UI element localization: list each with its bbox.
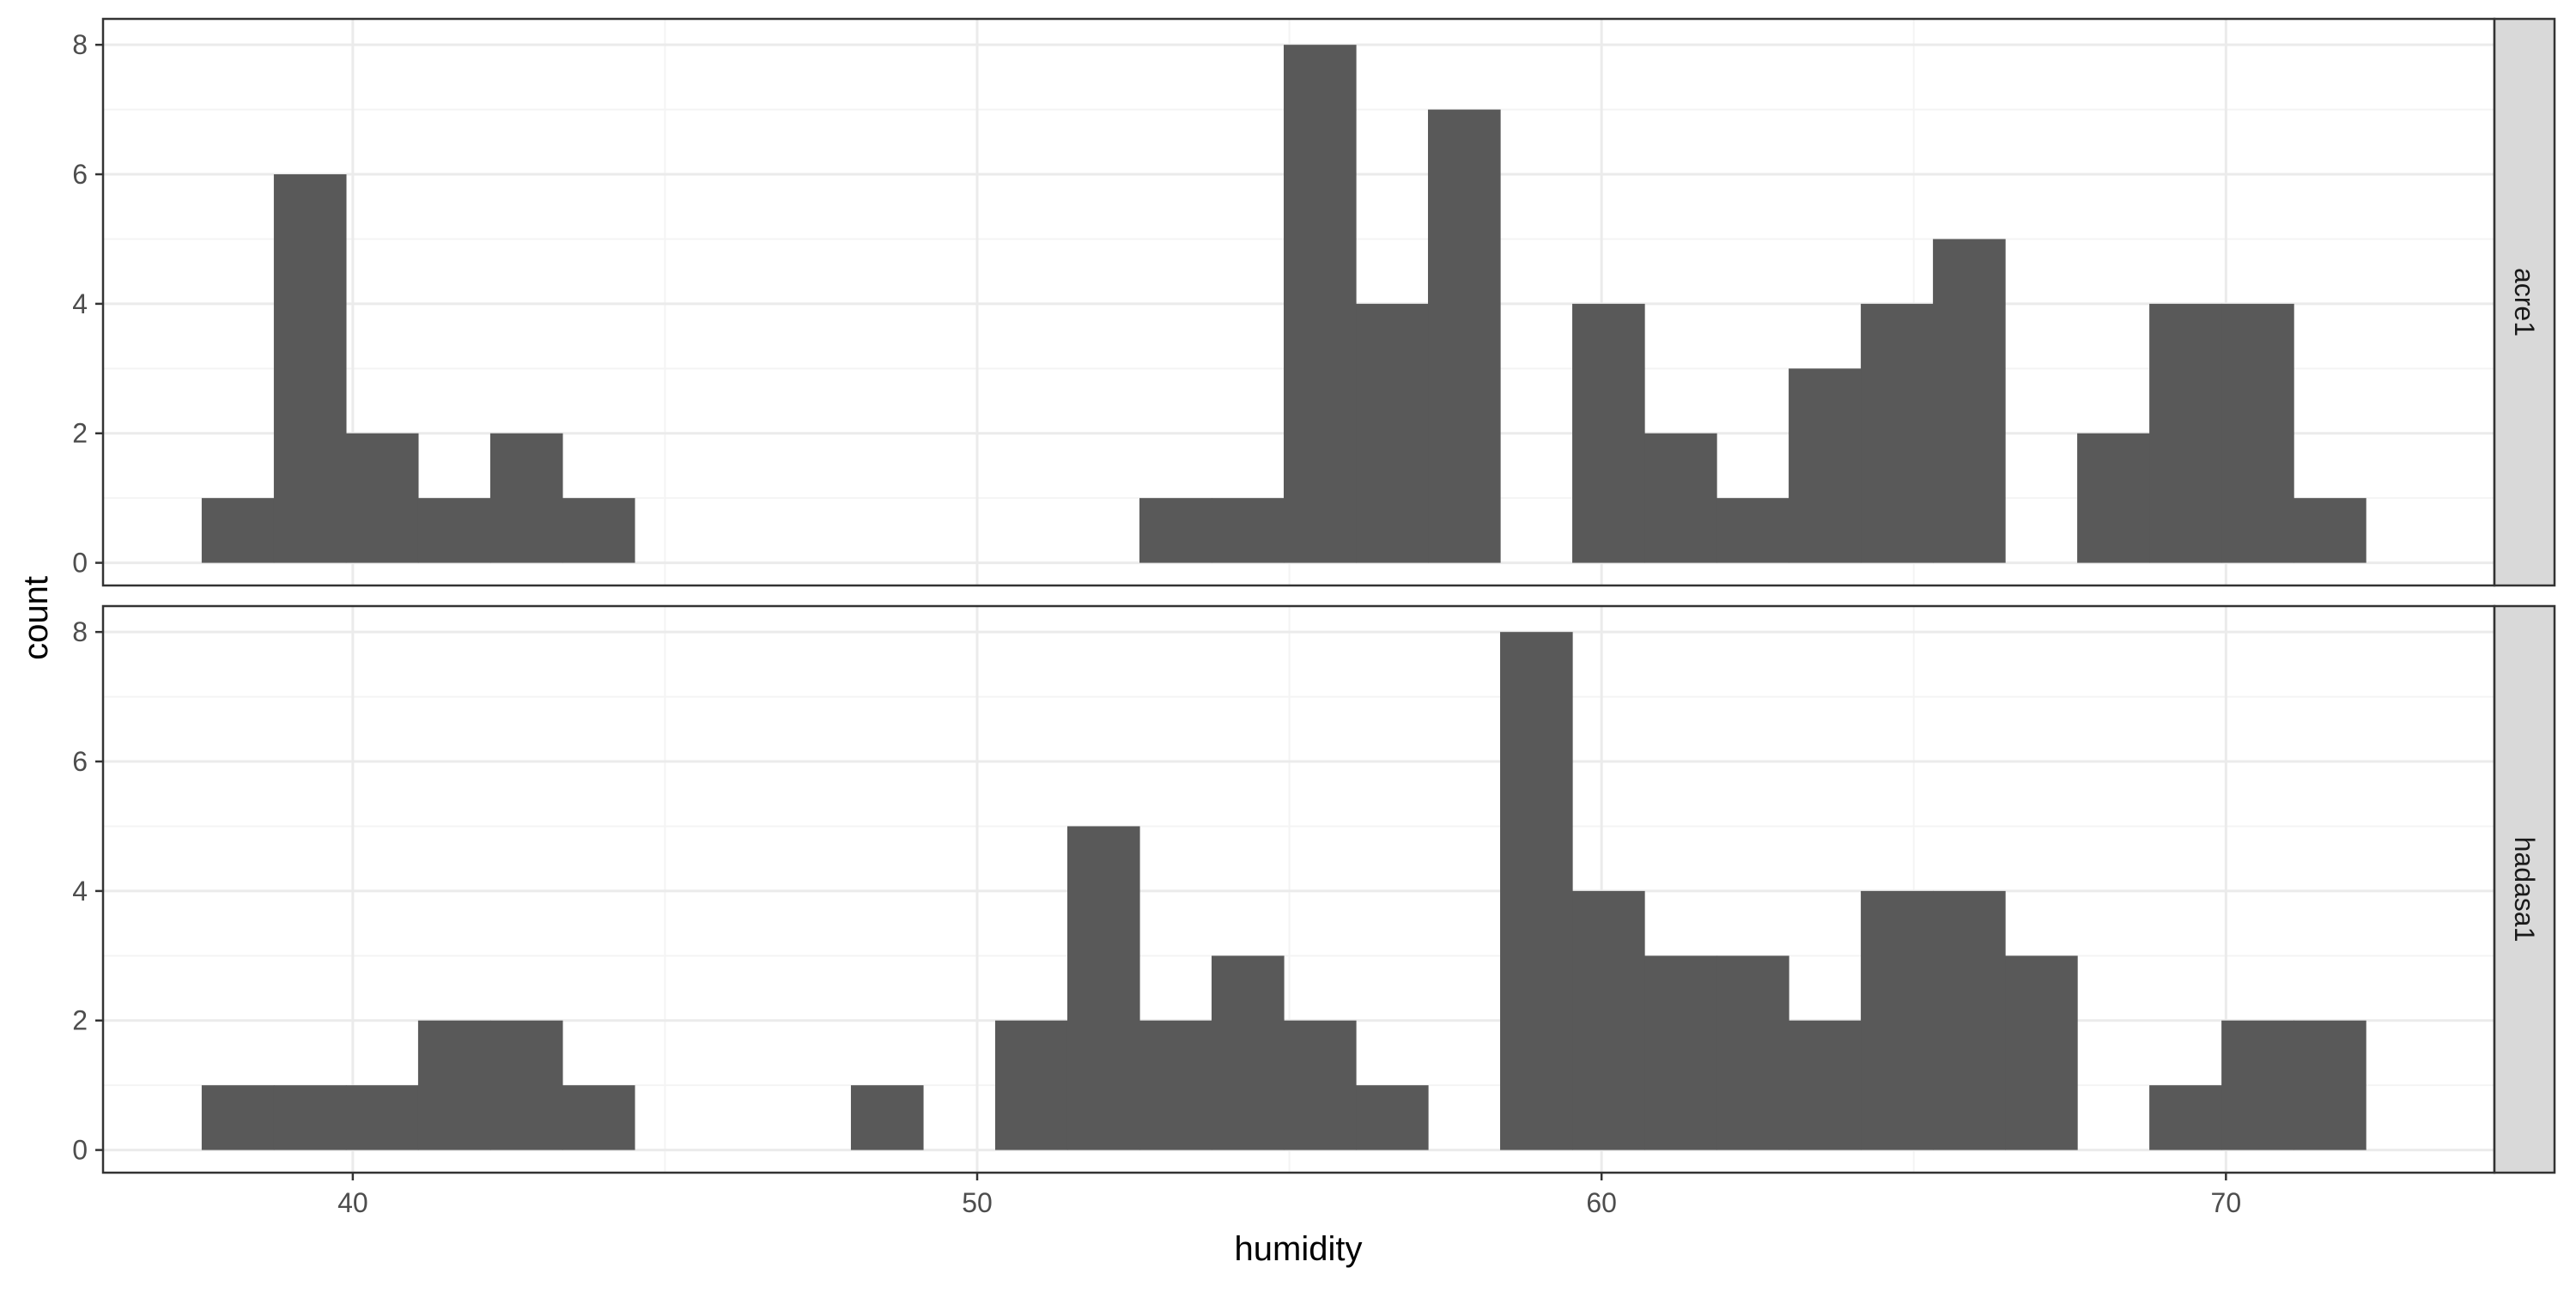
- histogram-bar: [417, 1020, 491, 1150]
- y-tick-label: 0: [72, 548, 88, 579]
- histogram-bar: [1139, 498, 1212, 563]
- y-tick-label: 6: [72, 159, 88, 190]
- histogram-bar: [1139, 1020, 1212, 1150]
- histogram-bar: [1716, 955, 1789, 1150]
- histogram-bar: [1861, 303, 1934, 563]
- histogram-bar: [1284, 45, 1357, 563]
- histogram-bar: [850, 1085, 924, 1150]
- histogram-bar: [489, 1020, 563, 1150]
- x-tick-label: 70: [2211, 1187, 2242, 1218]
- histogram-bar: [1644, 433, 1717, 563]
- histogram-bar: [2149, 1085, 2222, 1150]
- histogram-bar: [1644, 955, 1717, 1150]
- histogram-bar: [1789, 1020, 1862, 1150]
- facets-layer: 0 2 4 6 8 acre1 0 2 4 6 8 hadasa1 40 50 60 70: [72, 17, 2556, 1218]
- histogram-bar: [1861, 890, 1934, 1150]
- x-tick-label: 50: [962, 1187, 993, 1218]
- histogram-bar: [345, 433, 419, 563]
- y-tick-label: 6: [72, 746, 88, 777]
- x-axis-title: humidity: [1235, 1230, 1363, 1268]
- histogram-bar: [201, 1085, 275, 1150]
- x-tick-label: 40: [337, 1187, 368, 1218]
- histogram-bar: [2221, 303, 2294, 563]
- histogram-bar: [1716, 498, 1789, 563]
- facet-strip-label: hadasa1: [2509, 837, 2540, 943]
- y-tick-label: 2: [72, 1005, 88, 1036]
- histogram-bar: [1789, 368, 1862, 563]
- histogram-bar: [1212, 955, 1285, 1150]
- histogram-bar: [1212, 498, 1285, 563]
- y-tick-label: 8: [72, 616, 88, 647]
- histogram-bar: [1356, 1085, 1429, 1150]
- histogram-bar: [1572, 890, 1645, 1150]
- histogram-bar: [2149, 303, 2222, 563]
- facet-panel-hadasa1: 0 2 4 6 8 hadasa1 40 50 60 70: [72, 604, 2556, 1218]
- histogram-bar: [345, 1085, 419, 1150]
- histogram-bar: [1500, 632, 1573, 1150]
- y-tick-label: 0: [72, 1135, 88, 1166]
- histogram-bar: [2293, 498, 2366, 563]
- histogram-bar: [273, 1085, 347, 1150]
- y-tick-label: 4: [72, 288, 88, 319]
- histogram-bar: [562, 1085, 635, 1150]
- facet-strip-label: acre1: [2509, 268, 2540, 337]
- histogram-bar: [489, 433, 563, 563]
- histogram-bar: [1572, 303, 1645, 563]
- facet-strip: [2493, 17, 2556, 587]
- histogram-bar: [994, 1020, 1068, 1150]
- histogram-bar: [1066, 826, 1140, 1150]
- histogram-bar: [562, 498, 635, 563]
- y-tick-label: 2: [72, 418, 88, 449]
- histogram-bar: [1933, 239, 2006, 563]
- facet-panel-acre1: 0 2 4 6 8 acre1: [72, 17, 2556, 587]
- facet-strip: [2493, 604, 2556, 1174]
- histogram-bar: [1933, 890, 2006, 1150]
- histogram-bar: [2221, 1020, 2294, 1150]
- histogram-bar: [1284, 1020, 1357, 1150]
- histogram-bar: [201, 498, 275, 563]
- x-tick-label: 60: [1586, 1187, 1617, 1218]
- histogram-bar: [417, 498, 491, 563]
- histogram-bar: [2293, 1020, 2366, 1150]
- y-tick-label: 4: [72, 876, 88, 907]
- y-tick-label: 8: [72, 29, 88, 60]
- histogram-bar: [273, 174, 347, 563]
- y-axis-title: count: [17, 576, 55, 660]
- histogram-bar: [2077, 433, 2150, 563]
- histogram-bar: [1356, 303, 1429, 563]
- histogram-bar: [2005, 955, 2078, 1150]
- histogram-bar: [1428, 109, 1501, 563]
